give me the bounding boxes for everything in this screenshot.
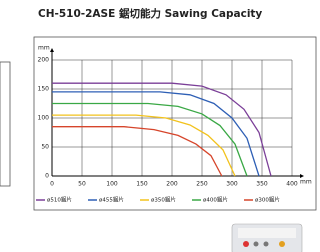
chart-title: CH-510-2ASE 鋸切能力 Sawing Capacity [38,7,262,20]
x-tick-label: 250 [196,181,208,188]
x-tick-label: 50 [78,181,86,188]
y-tick-label: 50 [41,144,49,151]
x-tick-label: 350 [256,181,268,188]
y-tick-label: 150 [38,86,50,93]
legend-label: ø510鋸片 [47,196,72,204]
legend-label: ø455鋸片 [99,196,124,204]
y-tick-label: 100 [38,115,50,122]
machine-image [232,224,302,252]
x-tick-label: 400 [286,181,298,188]
x-tick-label: 300 [226,181,238,188]
legend-label: ø350鋸片 [151,196,176,204]
legend-label: ø300鋸片 [255,196,280,204]
chart: CH-510-2ASE 鋸切能力 Sawing Capacity 0 50 100 1… [0,0,319,252]
y-tick-label: 0 [45,173,49,180]
page: {"chart_data": {"type": "line", "title":… [0,0,319,252]
x-tick-label: 200 [166,181,178,188]
x-tick-label: 150 [136,181,148,188]
legend-label: ø400鋸片 [203,196,228,204]
x-axis-label: mm [300,179,312,186]
side-panel [0,62,10,186]
x-tick-label: 0 [50,181,54,188]
x-tick-label: 100 [106,181,118,188]
y-axis-label: mm [38,45,50,52]
y-tick-label: 200 [38,57,50,64]
